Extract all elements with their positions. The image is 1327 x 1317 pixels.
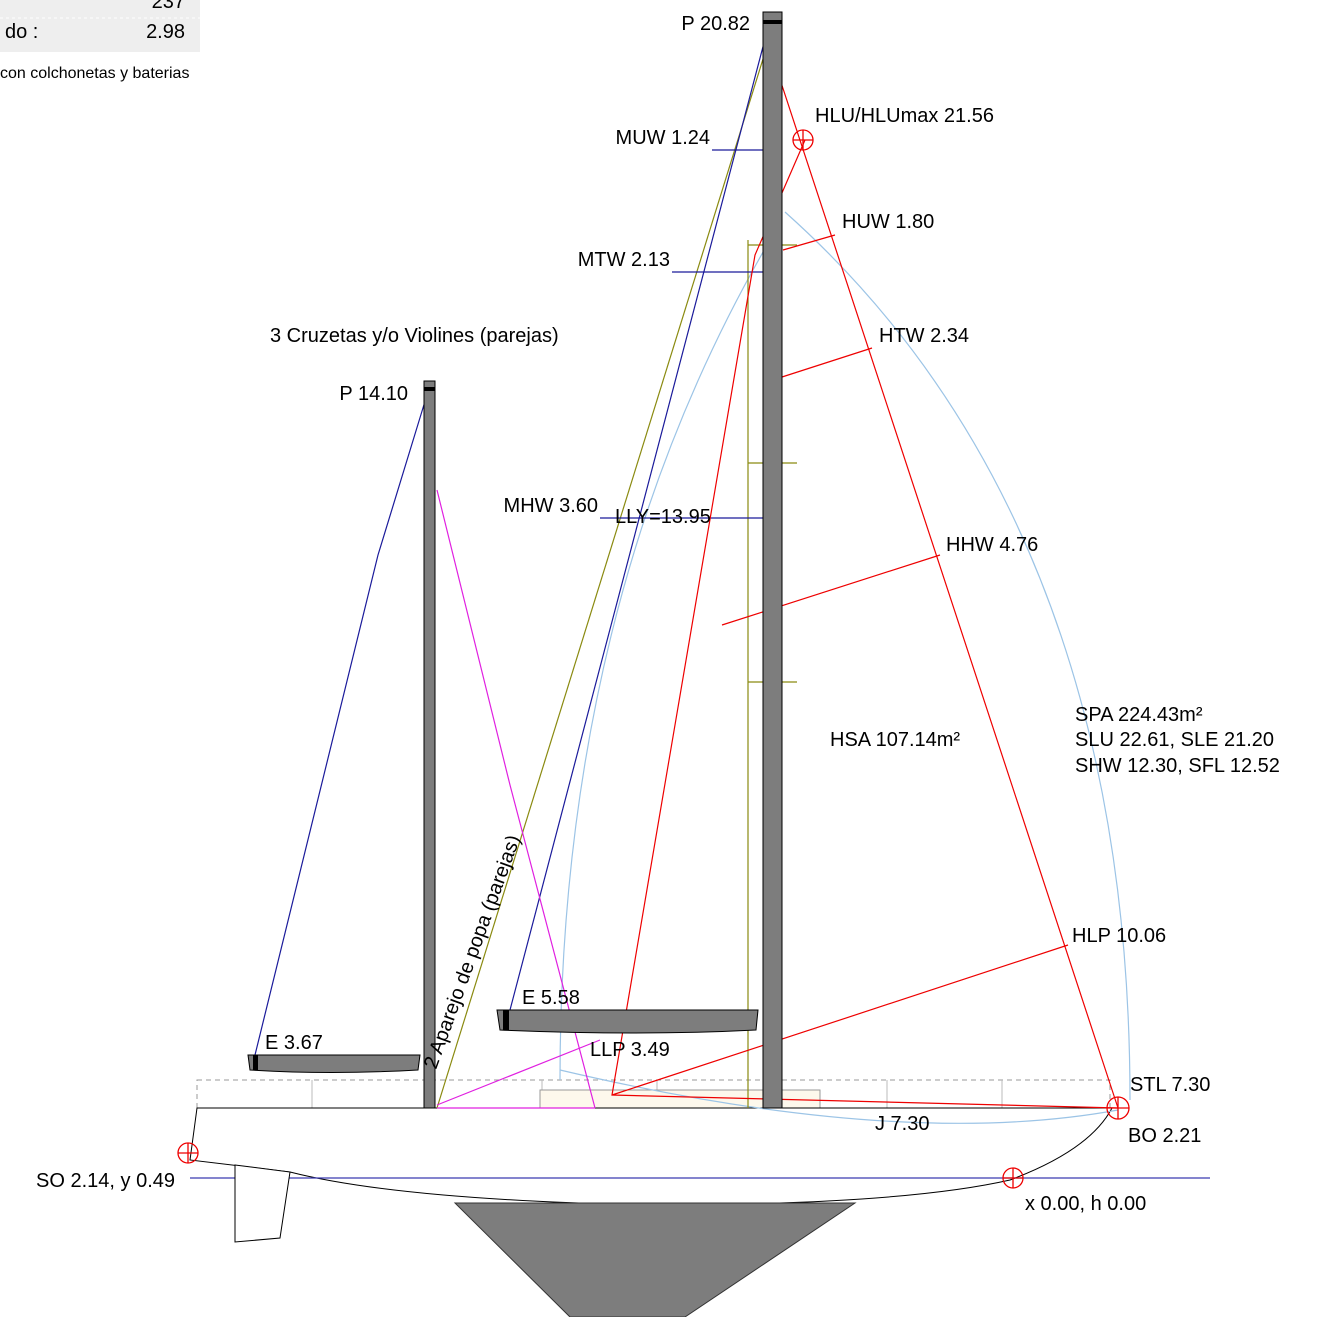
info-note: con colchonetas y baterias	[0, 65, 189, 82]
label: P 14.10	[339, 383, 408, 405]
info-value: 2.98	[146, 21, 185, 43]
label: STL 7.30	[1130, 1074, 1210, 1096]
label: SPA 224.43m²	[1075, 704, 1203, 726]
label: E 3.67	[265, 1032, 323, 1054]
label: HLP 10.06	[1072, 925, 1166, 947]
label: 2 Aparejo de popa (parejas)	[420, 832, 525, 1071]
label: MTW 2.13	[578, 249, 670, 271]
label: HSA 107.14m²	[830, 729, 960, 751]
label: SHW 12.30, SFL 12.52	[1075, 755, 1280, 777]
label: LLY=13.95	[615, 506, 711, 528]
label: HUW 1.80	[842, 211, 934, 233]
label: P 20.82	[681, 13, 750, 35]
label: SO 2.14, y 0.49	[36, 1170, 175, 1192]
label: E 5.58	[522, 987, 580, 1009]
info-label: do :	[5, 21, 38, 43]
label: SLU 22.61, SLE 21.20	[1075, 729, 1274, 751]
label: 3 Cruzetas y/o Violines (parejas)	[270, 325, 559, 347]
label: MHW 3.60	[504, 495, 598, 517]
label: HHW 4.76	[946, 534, 1038, 556]
label: LLP 3.49	[590, 1039, 670, 1061]
label: HTW 2.34	[879, 325, 969, 347]
label: HLU/HLUmax 21.56	[815, 105, 994, 127]
label: MUW 1.24	[616, 127, 710, 149]
label: BO 2.21	[1128, 1125, 1201, 1147]
label: x 0.00, h 0.00	[1025, 1193, 1146, 1215]
label: J 7.30	[875, 1113, 929, 1135]
info-box	[0, 0, 200, 52]
info-count: 237	[152, 0, 185, 13]
